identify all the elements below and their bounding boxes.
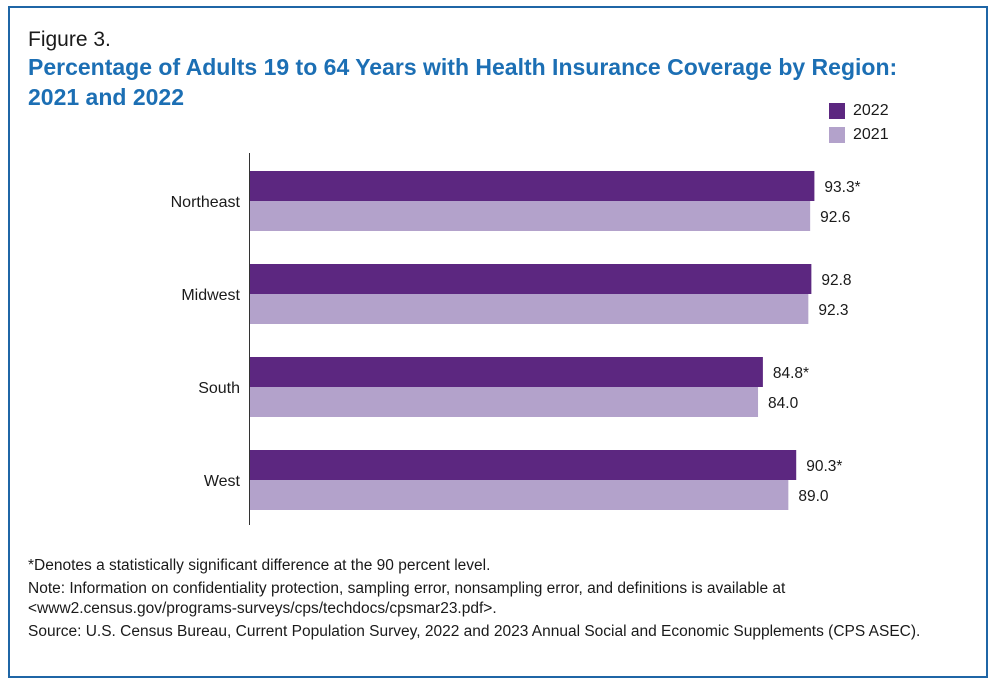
category-label-northeast: Northeast	[171, 194, 241, 211]
bar-northeast-2022	[249, 171, 815, 201]
legend: 2022 2021	[829, 101, 889, 149]
category-label-midwest: Midwest	[181, 287, 240, 304]
bar-south-2022	[249, 357, 763, 387]
value-label-west-2021: 89.0	[798, 488, 829, 505]
bar-south-2021	[249, 387, 759, 417]
significance-note: *Denotes a statistically significant dif…	[28, 557, 491, 574]
value-label-midwest-2021: 92.3	[818, 302, 848, 319]
value-label-northeast-2022: 93.3*	[824, 179, 860, 196]
bar-west-2022	[249, 450, 797, 480]
source-note: Source: U.S. Census Bureau, Current Popu…	[28, 623, 921, 640]
category-label-west: West	[204, 473, 241, 490]
info-note: Note: Information on confidentiality pro…	[28, 580, 786, 617]
bar-west-2021	[249, 480, 789, 510]
value-label-midwest-2022: 92.8	[821, 272, 851, 289]
category-label-south: South	[198, 380, 240, 397]
legend-label-2021: 2021	[853, 126, 889, 143]
legend-swatch-2021	[829, 127, 845, 143]
legend-swatch-2022	[829, 103, 845, 119]
bar-midwest-2022	[249, 264, 812, 294]
value-label-south-2021: 84.0	[768, 395, 799, 412]
figure-label: Figure 3.	[28, 28, 111, 51]
bar-northeast-2021	[249, 201, 811, 231]
chart-notes: *Denotes a statistically significant dif…	[28, 556, 968, 645]
bar-midwest-2021	[249, 294, 809, 324]
legend-label-2022: 2022	[853, 102, 889, 119]
value-label-south-2022: 84.8*	[773, 365, 809, 382]
chart-title: Percentage of Adults 19 to 64 Years with…	[28, 54, 898, 110]
value-label-west-2022: 90.3*	[806, 458, 842, 475]
legend-item-2022: 2022	[829, 101, 889, 121]
legend-item-2021: 2021	[829, 125, 889, 145]
figure-frame	[8, 6, 988, 678]
value-label-northeast-2021: 92.6	[820, 209, 850, 226]
